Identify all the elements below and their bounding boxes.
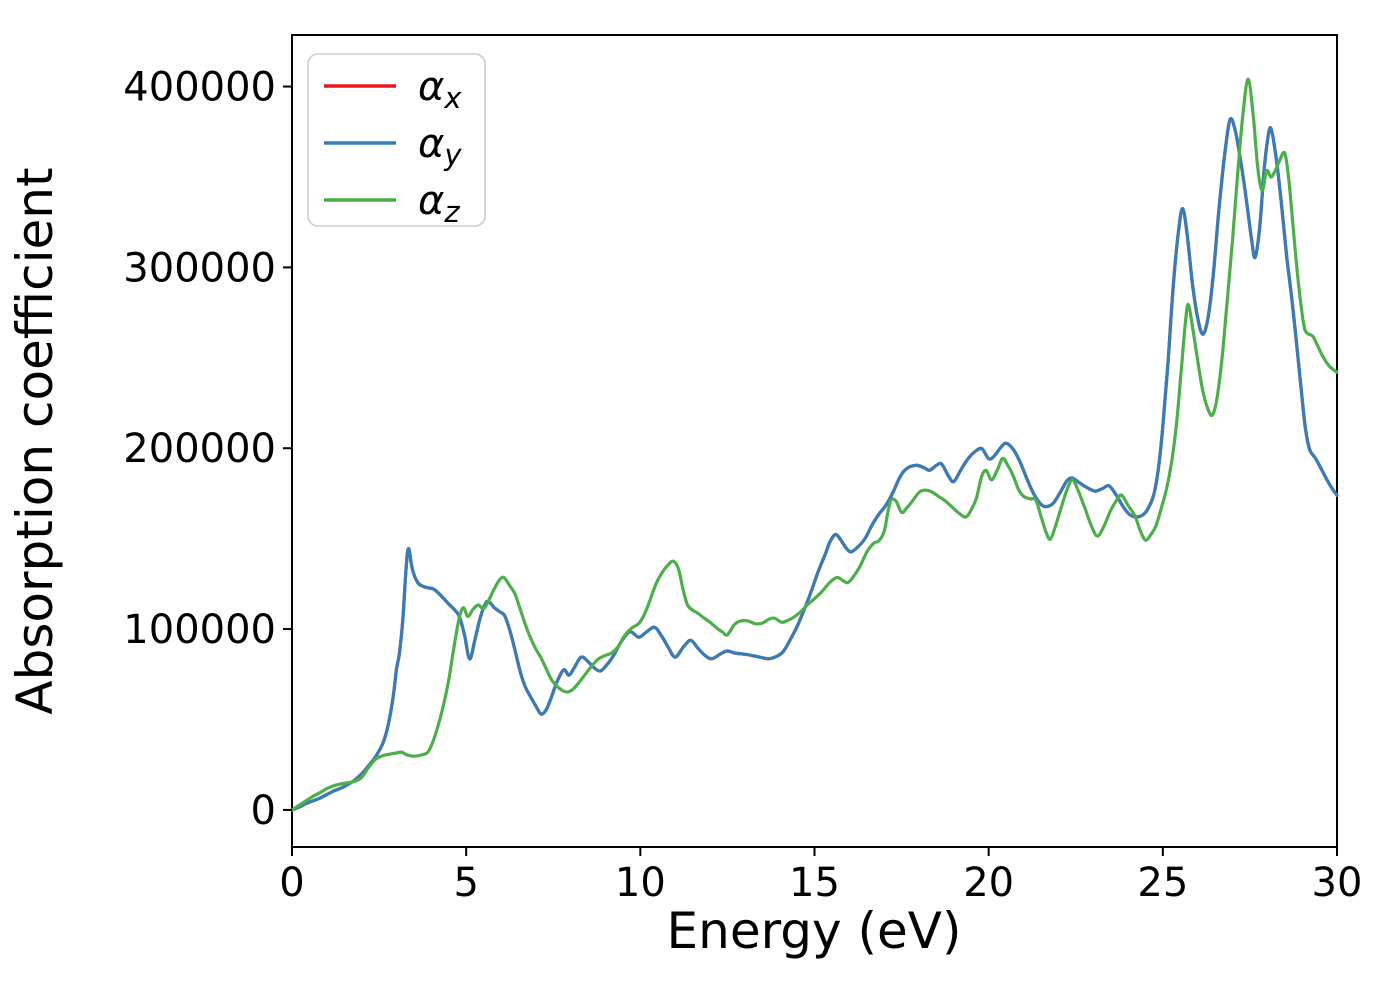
ticks-group: 0 5 10 15 20 25 30 0 100000 200000 300000 400000 <box>123 65 1362 906</box>
legend-box <box>307 53 486 227</box>
legend: αx αy αz <box>307 53 486 229</box>
y-tick-label: 400000 <box>123 65 276 111</box>
y-tick-label: 100000 <box>123 607 276 653</box>
x-tick-label: 5 <box>453 860 478 906</box>
x-tick-label: 15 <box>789 860 840 906</box>
x-tick-label: 0 <box>279 860 304 906</box>
x-tick-label: 20 <box>963 860 1014 906</box>
y-tick-label: 200000 <box>123 426 276 472</box>
y-tick-label: 300000 <box>123 245 276 291</box>
y-tick-label: 0 <box>251 788 276 834</box>
x-axis-label: Energy (eV) <box>667 902 962 960</box>
legend-entry-label: αx <box>418 64 462 115</box>
series-group <box>290 77 1339 812</box>
x-tick-label: 25 <box>1137 860 1188 906</box>
y-axis-label: Absorption coefficient <box>6 167 64 714</box>
legend-entry-label: αy <box>418 121 462 172</box>
series-line-alpha_z <box>290 77 1339 812</box>
series-line-alpha_y <box>290 116 1339 812</box>
legend-entry-label: αz <box>418 178 460 229</box>
x-tick-label: 30 <box>1312 860 1363 906</box>
x-tick-label: 10 <box>615 860 666 906</box>
